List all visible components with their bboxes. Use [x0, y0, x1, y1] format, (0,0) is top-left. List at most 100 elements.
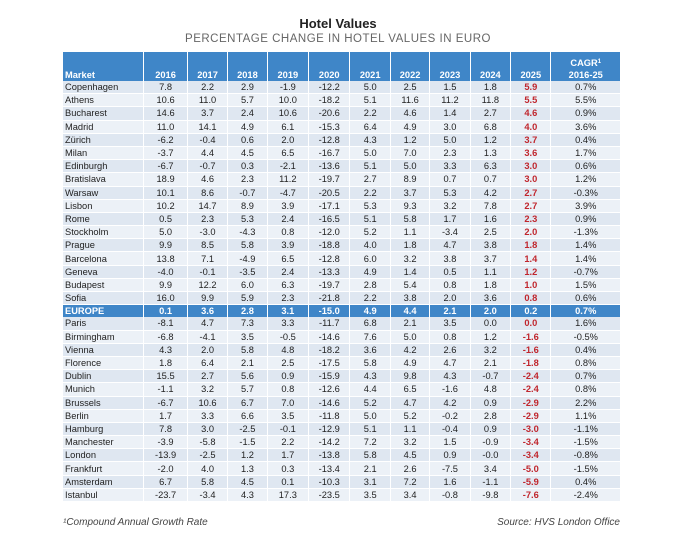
value-cell: 11.2 — [429, 93, 471, 108]
table-row: Munich -1.1 3.2 5.7 0.8 -12.6 4.4 6.5 -1.6 4.8 -2.… — [63, 382, 621, 397]
market-cell: Amsterdam — [63, 475, 145, 489]
value-cell: -4.1 — [187, 330, 229, 344]
value-cell: -3.4 — [429, 225, 471, 240]
value-cell: 2.4 — [227, 106, 268, 121]
header-row: Market 2016 2017 2018 2019 2020 2021 202… — [63, 69, 621, 81]
value-cell: 0.9 — [267, 369, 310, 384]
value-cell: 2.1 — [227, 356, 268, 371]
value-cell: -18.2 — [308, 343, 351, 357]
cagr-cell: -0.8% — [550, 448, 621, 463]
value-cell: 5.1 — [349, 93, 391, 108]
market-cell: Hamburg — [63, 422, 145, 437]
value-cell: 6.6 — [227, 409, 268, 423]
value-2025-cell: 2.7 — [510, 199, 552, 213]
market-cell: Istanbul — [63, 488, 145, 503]
value-cell: 1.1 — [390, 422, 431, 437]
market-cell: Lisbon — [63, 199, 145, 213]
value-cell: -1.1 — [143, 382, 188, 397]
value-cell: 2.7 — [470, 106, 512, 121]
cagr-header: CAGR1 — [550, 52, 621, 69]
value-cell: -6.8 — [143, 330, 188, 344]
value-cell: 2.0 — [187, 343, 229, 357]
value-cell: 7.0 — [267, 396, 310, 410]
cagr-cell: 5.5% — [550, 93, 621, 108]
value-cell: 3.5 — [267, 409, 310, 423]
value-2025-cell: -2.9 — [510, 409, 552, 423]
value-cell: -21.8 — [308, 291, 351, 306]
value-cell: 8.9 — [227, 199, 268, 213]
value-cell: -0.2 — [429, 409, 471, 423]
value-cell: 2.4 — [267, 212, 310, 227]
value-cell: -3.7 — [143, 146, 188, 161]
year-header: 2021 — [349, 69, 391, 81]
value-cell: 6.5 — [390, 382, 431, 397]
value-cell: 7.8 — [143, 81, 188, 95]
table-row: Bratislava 18.9 4.6 2.3 11.2 -19.7 2.7 8.9 0.7 0.… — [63, 172, 621, 187]
value-cell: 1.7 — [429, 212, 471, 227]
value-cell: 2.8 — [470, 409, 512, 423]
value-cell: 1.3 — [227, 461, 268, 476]
value-cell: 1.8 — [143, 356, 188, 371]
value-cell: 1.7 — [143, 409, 188, 423]
market-cell: Stockholm — [63, 225, 145, 240]
value-cell: 10.2 — [143, 199, 188, 213]
value-cell: 4.3 — [349, 369, 391, 384]
value-cell: 2.2 — [349, 291, 391, 306]
value-cell: -19.7 — [308, 278, 351, 293]
table-row: Stockholm 5.0 -3.0 -4.3 0.8 -12.0 5.2 1.1 -3.4 2.… — [63, 225, 621, 240]
market-cell: Milan — [63, 146, 145, 161]
value-cell: 3.5 — [227, 330, 268, 344]
value-cell: -13.9 — [143, 448, 188, 463]
value-cell: 3.1 — [349, 475, 391, 489]
value-cell: 2.2 — [267, 435, 310, 450]
value-cell: 7.2 — [390, 475, 431, 489]
market-cell: Geneva — [63, 265, 145, 279]
market-cell: Edinburgh — [63, 159, 145, 174]
value-cell: -0.7 — [187, 159, 229, 174]
value-cell: 3.7 — [470, 251, 512, 266]
value-cell: 4.2 — [390, 343, 431, 357]
table-row: Dublin 15.5 2.7 5.6 0.9 -15.9 4.3 9.8 4.3 -0.7 -2.… — [63, 369, 621, 384]
value-cell: 2.8 — [227, 304, 268, 318]
value-cell: 0.9 — [470, 396, 512, 410]
value-cell: 4.7 — [390, 396, 431, 410]
value-cell: 4.3 — [349, 133, 391, 147]
value-cell: -1.6 — [429, 382, 471, 397]
market-cell: Bratislava — [63, 172, 145, 187]
value-cell: -5.8 — [187, 435, 229, 450]
value-cell: 11.8 — [470, 93, 512, 108]
value-cell: 4.3 — [429, 369, 471, 384]
value-cell: 14.1 — [187, 120, 229, 134]
value-cell: -16.7 — [308, 146, 351, 161]
value-cell: 10.6 — [143, 93, 188, 108]
table-row: Amsterdam 6.7 5.8 4.5 0.1 -10.3 3.1 7.2 1.6 -1.1-… — [63, 475, 621, 489]
value-cell: 1.5 — [429, 81, 471, 95]
value-cell: 1.2 — [390, 133, 431, 147]
value-cell: 17.3 — [267, 488, 310, 503]
cagr-cell: -2.4% — [550, 488, 621, 503]
header-row-top: CAGR1 — [63, 52, 621, 69]
table-row: Barcelona 13.8 7.1 -4.9 6.5 -12.8 6.0 3.2 3.8 3.7… — [63, 251, 621, 266]
value-cell: 5.0 — [390, 330, 431, 344]
value-cell: 2.2 — [349, 186, 391, 200]
value-cell: 1.4 — [429, 106, 471, 121]
footnote: ¹Compound Annual Growth Rate — [63, 517, 208, 528]
value-cell: 9.9 — [143, 238, 188, 253]
value-cell: -1.1 — [470, 475, 512, 489]
value-cell: 5.8 — [227, 238, 268, 253]
value-cell: 2.9 — [227, 81, 268, 95]
value-cell: 2.5 — [267, 356, 310, 371]
value-cell: 0.8 — [429, 278, 471, 293]
value-cell: 3.9 — [267, 238, 310, 253]
table-row: Berlin 1.7 3.3 6.6 3.5 -11.8 5.0 5.2 -0.2 2.8 -2.9… — [63, 409, 621, 423]
value-cell: -3.9 — [143, 435, 188, 450]
table-row: Vienna 4.3 2.0 5.8 4.8 -18.2 3.6 4.2 2.6 3.2 -1.6 0… — [63, 343, 621, 357]
year-header: 2024 — [470, 69, 512, 81]
value-2025-cell: -7.6 — [510, 488, 552, 503]
value-cell: -20.6 — [308, 106, 351, 121]
market-cell: Bucharest — [63, 106, 145, 121]
value-cell: 2.0 — [470, 304, 512, 318]
market-cell: Barcelona — [63, 251, 145, 266]
value-cell: 2.4 — [267, 265, 310, 279]
value-2025-cell: 3.0 — [510, 159, 552, 174]
